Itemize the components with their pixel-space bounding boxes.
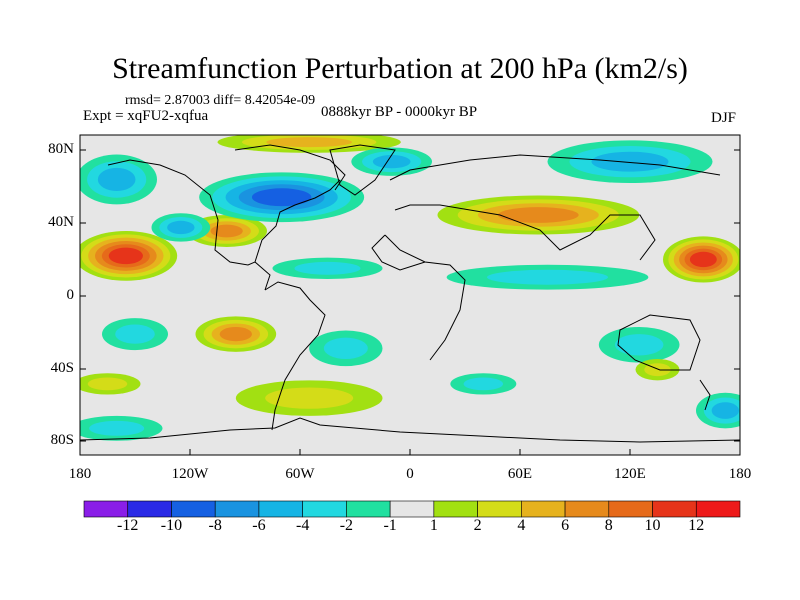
axis-ticks [80,149,740,455]
colorbar-label: -8 [208,517,222,534]
x-tick-label: 180 [728,466,752,482]
colorbar-label: 10 [644,517,661,534]
y-tick-label: 80S [50,432,74,448]
map-background [80,135,740,455]
colorbar-swatch [127,500,172,518]
y-tick-label: 0 [66,287,75,303]
colorbar-swatch [433,500,478,518]
x-tick-label: 0 [406,466,414,482]
colorbar-swatch [695,500,741,518]
colorbar-label: 4 [517,517,526,534]
contour-region [487,269,608,285]
colorbar-swatch [346,500,391,518]
colorbar-swatch [389,500,435,518]
colorbar-label: -10 [160,517,183,534]
colorbar-swatch [214,500,260,518]
colorbar-swatch [302,500,347,518]
contour-region [167,220,195,235]
contour-region [108,247,143,265]
colorbar-label: 6 [561,517,570,534]
contour-region [266,137,352,148]
colorbar-label: 2 [473,517,482,534]
contour-region [497,207,579,223]
colorbar-label: -6 [252,517,266,534]
contour-region [372,155,411,169]
colorbar-swatch [652,500,697,518]
contour-region [323,337,368,360]
colorbar-label: -2 [339,517,354,534]
contour-region [591,151,669,172]
colorbar-label: 12 [688,517,705,534]
x-tick-label: 60W [285,466,315,482]
colorbar-label: -4 [295,517,310,534]
experiment-label: Expt = xqFU2-xqfua [83,108,209,124]
period-label: 0888kyr BP - 0000kyr BP [321,104,478,120]
plot-title: Streamfunction Perturbation at 200 hPa (… [112,52,688,85]
contour-region [463,377,504,391]
x-tick-label: 180 [68,466,92,482]
contour-region [251,188,312,207]
colorbar-swatch [477,500,522,518]
colorbar-label: 1 [429,517,438,534]
contour-region [87,377,128,391]
contour-region [614,334,664,356]
contour-region [689,251,717,268]
colorbar-label: -12 [117,517,139,534]
colorbar-swatch [564,500,610,518]
colorbar-swatch [608,500,653,518]
colorbar-label: 8 [604,517,613,534]
colorbar-swatch [83,500,129,518]
x-tick-label: 120W [171,466,209,482]
x-tick-label: 60E [507,466,533,482]
coastlines [80,144,740,443]
colorbar-swatch [521,500,566,518]
y-tick-label: 40S [50,360,74,376]
y-tick-label: 80N [48,141,74,157]
colorbar-swatch [258,500,303,518]
season-label: DJF [711,110,737,126]
contour-region [219,327,252,342]
stats-text: rmsd= 2.87003 diff= 8.42054e-09 [125,93,316,108]
contour-region [294,261,361,275]
y-tick-label: 40N [48,214,74,230]
contour-region [89,420,145,436]
x-tick-label: 120E [614,466,646,482]
colorbar-swatch [171,500,216,518]
colorbar-label: -1 [383,517,397,534]
contour-region [97,167,136,192]
contour-region [265,387,354,409]
contour-region [210,224,243,238]
contour-region [115,324,155,344]
contour-region [711,402,740,419]
